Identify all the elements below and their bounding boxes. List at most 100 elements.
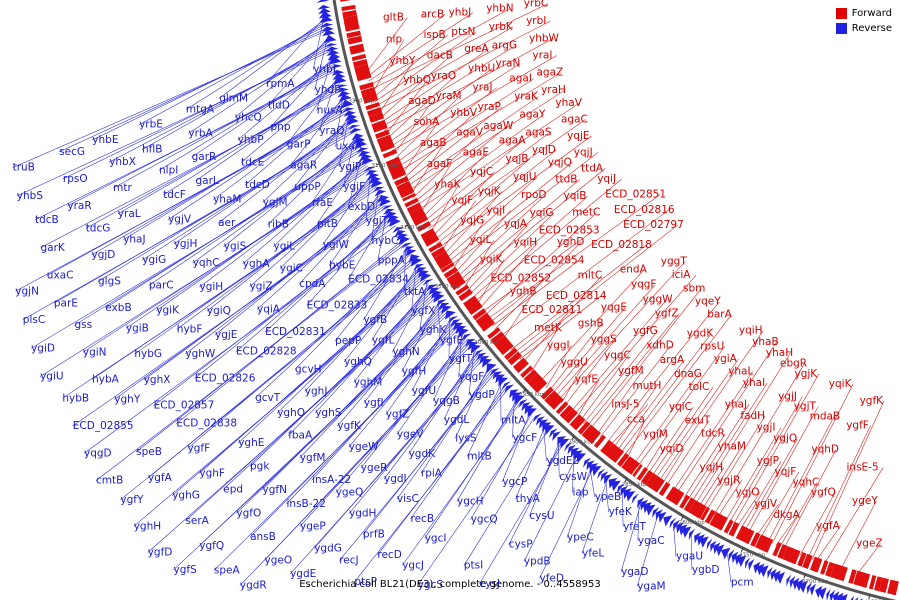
gene-leader-line (420, 163, 452, 214)
forward-gene-feature (367, 107, 383, 117)
gene-leader-line (109, 45, 331, 163)
gene-leader-line (16, 50, 332, 197)
gene-leader-line (457, 194, 546, 278)
gene-leader-line (586, 313, 680, 427)
forward-gene-feature (523, 369, 538, 383)
gene-leader-line (262, 308, 445, 490)
gene-label: yqgB (433, 395, 460, 407)
gene-leader-line (407, 96, 539, 187)
reverse-gene-feature (343, 110, 356, 117)
gene-label: yqjG (460, 214, 484, 226)
gene-label: ygeP (300, 520, 326, 532)
gene-label: ygfK (860, 395, 885, 407)
gene-label: ECD_02831 (265, 326, 326, 338)
gene-label: yghS (315, 407, 342, 419)
gene-label: ygfS (174, 564, 198, 576)
gene-leader-line (147, 296, 437, 553)
gene-leader-line (771, 383, 854, 544)
gene-leader-line (523, 454, 578, 562)
forward-gene-feature (718, 516, 728, 531)
gene-label: ypeB (595, 491, 622, 503)
gene-label: agaB (420, 137, 447, 149)
gene-label: ygjD (92, 249, 116, 261)
gene-label: yghD (557, 236, 585, 248)
gene-label: yggS (591, 334, 618, 346)
forward-gene-feature (507, 351, 523, 366)
gene-label: arcB (421, 8, 445, 20)
gene-label: mltA (501, 415, 526, 427)
gene-label: ygiW (323, 239, 350, 251)
forward-gene-feature (416, 221, 432, 232)
forward-gene-feature (472, 308, 487, 321)
gene-leader-line (62, 48, 332, 180)
gene-leader-line (529, 439, 561, 517)
reverse-gene-feature (737, 555, 747, 568)
gene-leader-line (153, 221, 394, 406)
gene-leader-line (238, 273, 423, 444)
forward-gene-feature (362, 92, 378, 104)
gene-leader-line (554, 284, 656, 398)
gene-label: yqiL (470, 234, 492, 246)
forward-gene-feature (704, 509, 716, 524)
gene-label: pitB (317, 218, 338, 230)
gene-leader-line (105, 146, 361, 309)
reverse-gene-feature (818, 587, 827, 600)
gene-label: ygiG (142, 254, 166, 266)
reverse-gene-feature (789, 576, 796, 589)
gene-label: insA-22 (312, 474, 351, 486)
reverse-gene-feature (433, 293, 445, 303)
gene-leader-line (476, 259, 505, 306)
gene-leader-line (34, 70, 337, 221)
gene-leader-line (337, 304, 443, 427)
gene-label: recB (411, 513, 435, 525)
forward-gene-feature (346, 30, 361, 39)
gene-label: yhaV (555, 97, 582, 109)
gene-leader-line (378, 60, 415, 115)
gene-leader-line (661, 448, 685, 485)
reverse-gene-feature (721, 547, 731, 560)
reverse-gene-feature (318, 8, 331, 15)
reverse-gene-feature (798, 580, 808, 593)
gene-leader-line (633, 373, 699, 465)
gene-label: hflB (142, 144, 162, 156)
gene-label: ygdK (409, 448, 437, 460)
gene-leader-line (807, 425, 871, 559)
gene-label: epd (223, 484, 243, 496)
gene-label: ygeY (852, 495, 878, 507)
forward-gene-feature (709, 511, 722, 528)
reverse-gene-feature (413, 263, 425, 271)
gene-label: ygfF (846, 419, 869, 431)
gene-leader-line (564, 339, 616, 407)
gene-label: hybG (134, 348, 162, 360)
reverse-gene-feature (332, 73, 346, 81)
gene-label: parC (149, 279, 174, 291)
gene-label: yfeD (540, 572, 564, 584)
gene-leader-line (354, 388, 509, 583)
gene-label: yraR (67, 200, 91, 212)
gene-label: ygdP (469, 389, 495, 401)
gene-label: sohA (414, 116, 441, 128)
gene-label: agaC (561, 114, 588, 126)
gene-label: yhbQ (403, 74, 431, 86)
gene-label: cmtB (96, 475, 123, 487)
gene-label: ansB (250, 531, 276, 543)
forward-gene-feature (466, 299, 483, 315)
gene-leader-line (379, 55, 452, 119)
forward-gene-feature (402, 192, 416, 202)
forward-gene-feature (406, 202, 422, 214)
gene-leader-line (135, 241, 405, 453)
reverse-gene-feature (559, 438, 570, 449)
gene-label: yhdP (315, 84, 341, 96)
tick-label: 3200 kbp (349, 99, 375, 105)
gene-leader-line (744, 438, 798, 532)
gene-leader-line (856, 543, 881, 575)
forward-gene-feature (555, 401, 569, 415)
forward-gene-feature (504, 347, 518, 361)
gene-label: ygeW (349, 441, 379, 453)
reverse-gene-feature (759, 565, 769, 578)
tick-mark (522, 389, 526, 393)
forward-gene-feature (497, 339, 514, 355)
gene-label: agaE (463, 146, 489, 158)
gene-leader-line (199, 311, 448, 546)
forward-gene-feature (735, 525, 748, 541)
